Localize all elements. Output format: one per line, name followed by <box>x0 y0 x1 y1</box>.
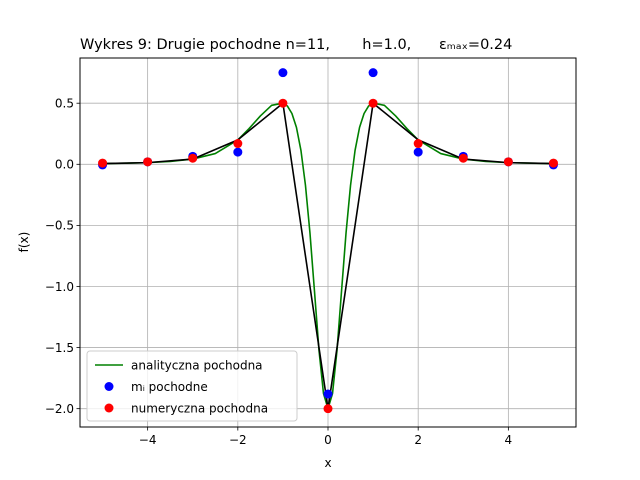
y-tick-label: 0.0 <box>55 158 74 172</box>
legend-label: analityczna pochodna <box>131 358 263 372</box>
y-tick-label: −0.5 <box>45 219 74 233</box>
y-tick-label: −2.0 <box>45 402 74 416</box>
point-mi <box>233 147 243 157</box>
point-numeryczna <box>98 158 108 168</box>
legend-swatch-marker <box>104 382 114 391</box>
point-numeryczna <box>368 98 378 108</box>
x-axis-label: x <box>324 456 331 470</box>
legend-label: numeryczna pochodna <box>131 401 268 415</box>
point-numeryczna <box>413 139 423 149</box>
y-axis-label: f(x) <box>17 232 31 253</box>
point-mi <box>278 68 288 78</box>
legend-box <box>86 350 298 422</box>
chart-title: Wykres 9: Drugie pochodne n=11, h=1.0, ε… <box>80 37 512 53</box>
y-tick-label: −1.5 <box>45 341 74 355</box>
legend-label: mᵢ pochodne <box>131 380 208 394</box>
x-tick-label: −4 <box>139 433 157 447</box>
point-mi <box>323 389 333 399</box>
point-numeryczna <box>188 153 198 163</box>
point-numeryczna <box>233 139 243 149</box>
x-tick-label: 4 <box>505 433 513 447</box>
point-numeryczna <box>548 158 558 168</box>
x-tick-label: 0 <box>324 433 332 447</box>
point-numeryczna <box>458 153 468 163</box>
x-axis-ticks: −4 −2 0 2 4 <box>139 427 512 447</box>
legend-swatch-marker <box>104 403 114 413</box>
point-numeryczna <box>143 157 153 167</box>
y-axis-ticks: 0.5 0.0 −0.5 −1.0 −1.5 −2.0 <box>45 97 80 416</box>
point-numeryczna <box>503 157 513 167</box>
point-numeryczna <box>323 404 333 414</box>
legend: analityczna pochodna mᵢ pochodne numeryczn… <box>86 350 298 422</box>
x-tick-label: 2 <box>414 433 422 447</box>
y-tick-label: 0.5 <box>55 97 74 111</box>
point-mi <box>368 68 378 78</box>
y-tick-label: −1.0 <box>45 280 74 294</box>
x-tick-label: −2 <box>229 433 247 447</box>
plot-area <box>98 68 558 414</box>
point-mi <box>413 147 423 157</box>
point-numeryczna <box>278 98 288 108</box>
